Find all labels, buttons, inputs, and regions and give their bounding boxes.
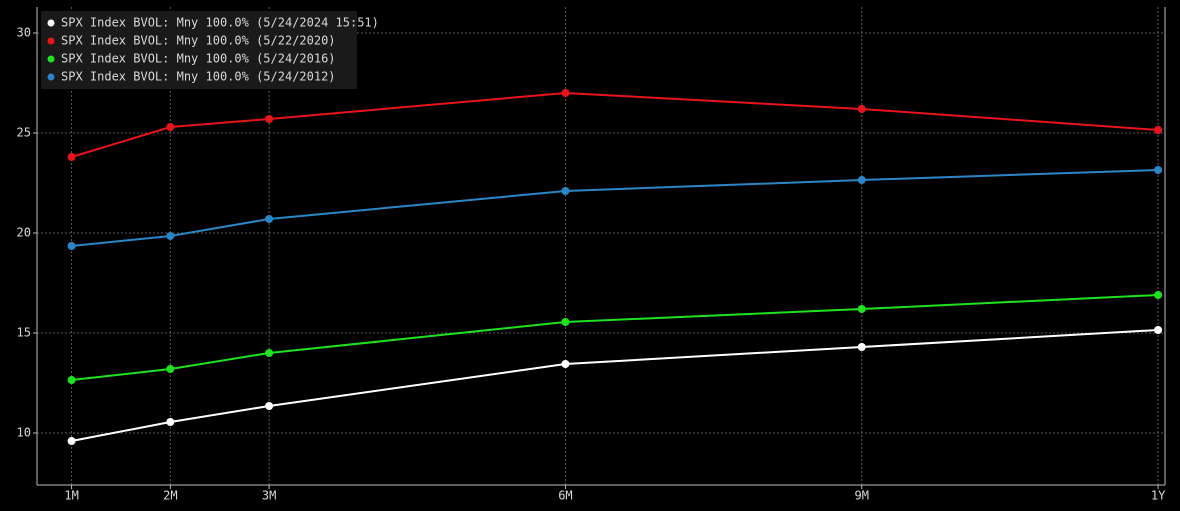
series-line [71, 169, 1159, 247]
legend-marker [47, 19, 55, 27]
data-point [561, 360, 570, 368]
series-line [71, 329, 1159, 442]
data-point [561, 318, 570, 326]
series-line [71, 91, 1159, 158]
data-point [67, 242, 76, 250]
data-point [1154, 326, 1163, 334]
data-point [166, 123, 175, 131]
data-point [265, 402, 274, 410]
data-point [166, 418, 175, 426]
x-tick-label: 2M [163, 489, 177, 503]
legend-label: SPX Index BVOL: Mny 100.0% (5/24/2012) [61, 70, 336, 84]
data-point [857, 105, 866, 113]
data-point [265, 115, 274, 123]
data-point [67, 153, 76, 161]
data-point [1154, 126, 1163, 134]
data-point [1154, 291, 1163, 299]
y-tick-label: 20 [17, 226, 31, 240]
legend-label: SPX Index BVOL: Mny 100.0% (5/22/2020) [61, 34, 336, 48]
legend-marker [47, 55, 55, 63]
data-point [561, 187, 570, 195]
data-point [857, 176, 866, 184]
y-tick-label: 15 [17, 326, 31, 340]
x-tick-label: 1M [64, 489, 78, 503]
x-tick-label: 6M [558, 489, 572, 503]
legend-label: SPX Index BVOL: Mny 100.0% (5/24/2024 15… [61, 16, 379, 30]
series-line [71, 294, 1159, 381]
y-tick-label: 30 [17, 26, 31, 40]
data-point [1154, 166, 1163, 174]
y-tick-label: 25 [17, 126, 31, 140]
data-point [67, 376, 76, 384]
data-point [166, 365, 175, 373]
x-tick-label: 1Y [1151, 489, 1166, 503]
y-tick-label: 10 [17, 426, 31, 440]
data-point [561, 89, 570, 97]
x-tick-label: 9M [855, 489, 869, 503]
data-point [265, 349, 274, 357]
legend-marker [47, 73, 55, 81]
data-point [857, 305, 866, 313]
data-point [857, 343, 866, 351]
x-tick-label: 3M [262, 489, 276, 503]
data-point [166, 232, 175, 240]
data-point [67, 437, 76, 445]
legend-marker [47, 37, 55, 45]
legend-box [41, 11, 357, 89]
legend-label: SPX Index BVOL: Mny 100.0% (5/24/2016) [61, 52, 336, 66]
data-point [265, 215, 274, 223]
